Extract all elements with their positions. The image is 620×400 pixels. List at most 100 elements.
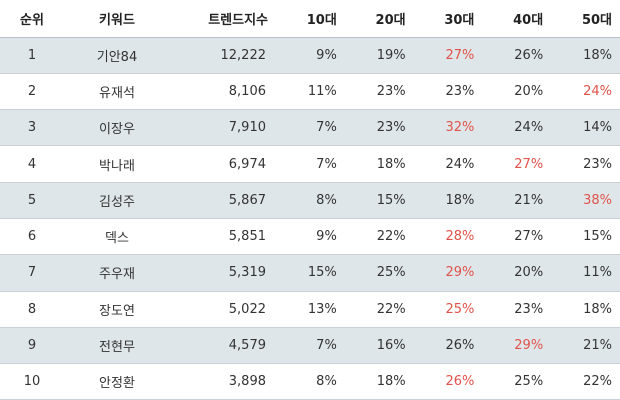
table-row: 7 주우재 5,319 15% 25% 29% 20% 11% xyxy=(0,254,620,292)
cell-trend-score: 7,910 xyxy=(170,109,276,147)
cell-keyword: 주우재 xyxy=(64,254,170,292)
cell-age-20s: 22% xyxy=(344,218,414,256)
cell-trend-score: 5,867 xyxy=(170,182,276,219)
table-header: 순위 키워드 트렌드지수 10대 20대 30대 40대 50대 xyxy=(0,0,620,38)
cell-age-20s: 19% xyxy=(344,37,414,74)
header-trend-score: 트렌드지수 xyxy=(170,0,276,38)
cell-age-20s: 23% xyxy=(344,73,414,111)
cell-age-10s: 13% xyxy=(276,291,345,328)
cell-rank: 2 xyxy=(0,73,64,111)
cell-age-50s: 23% xyxy=(551,145,620,183)
header-age-40s: 40대 xyxy=(482,0,552,38)
cell-trend-score: 5,851 xyxy=(170,218,276,256)
cell-age-30s: 18% xyxy=(413,182,483,219)
header-age-50s: 50대 xyxy=(551,0,620,38)
cell-age-50s: 38% xyxy=(551,182,620,219)
cell-age-40s: 26% xyxy=(482,37,552,74)
table-row: 5 김성주 5,867 8% 15% 18% 21% 38% xyxy=(0,182,620,219)
cell-keyword: 기안84 xyxy=(64,37,170,74)
cell-trend-score: 12,222 xyxy=(170,37,276,74)
cell-age-30s: 24% xyxy=(413,145,483,183)
cell-rank: 4 xyxy=(0,145,64,183)
cell-age-40s: 20% xyxy=(482,254,552,292)
cell-age-50s: 24% xyxy=(551,73,620,111)
header-age-30s: 30대 xyxy=(413,0,483,38)
cell-age-50s: 18% xyxy=(551,291,620,328)
cell-rank: 6 xyxy=(0,218,64,256)
cell-keyword: 박나래 xyxy=(64,145,170,183)
cell-keyword: 안정환 xyxy=(64,363,170,400)
cell-age-10s: 8% xyxy=(276,182,345,219)
cell-age-50s: 11% xyxy=(551,254,620,292)
cell-age-20s: 18% xyxy=(344,145,414,183)
cell-age-30s: 32% xyxy=(413,109,483,147)
cell-age-10s: 9% xyxy=(276,218,345,256)
cell-age-10s: 9% xyxy=(276,37,345,74)
cell-age-40s: 20% xyxy=(482,73,552,111)
cell-trend-score: 6,974 xyxy=(170,145,276,183)
cell-age-50s: 18% xyxy=(551,37,620,74)
cell-age-20s: 25% xyxy=(344,254,414,292)
table-row: 6 덱스 5,851 9% 22% 28% 27% 15% xyxy=(0,218,620,256)
cell-keyword: 전현무 xyxy=(64,327,170,365)
cell-age-50s: 22% xyxy=(551,363,620,400)
table-row: 4 박나래 6,974 7% 18% 24% 27% 23% xyxy=(0,145,620,183)
table-row: 3 이장우 7,910 7% 23% 32% 24% 14% xyxy=(0,109,620,147)
cell-age-20s: 16% xyxy=(344,327,414,365)
cell-keyword: 장도연 xyxy=(64,291,170,328)
table-row: 10 안정환 3,898 8% 18% 26% 25% 22% xyxy=(0,363,620,400)
cell-age-50s: 21% xyxy=(551,327,620,365)
cell-rank: 10 xyxy=(0,363,64,400)
table-row: 1 기안84 12,222 9% 19% 27% 26% 18% xyxy=(0,37,620,74)
header-age-20s: 20대 xyxy=(344,0,414,38)
cell-age-10s: 7% xyxy=(276,327,345,365)
table-row: 8 장도연 5,022 13% 22% 25% 23% 18% xyxy=(0,291,620,328)
cell-age-20s: 15% xyxy=(344,182,414,219)
cell-age-40s: 27% xyxy=(482,218,552,256)
cell-age-30s: 26% xyxy=(413,327,483,365)
cell-trend-score: 3,898 xyxy=(170,363,276,400)
cell-keyword: 덱스 xyxy=(64,218,170,256)
cell-trend-score: 8,106 xyxy=(170,73,276,111)
cell-age-40s: 23% xyxy=(482,291,552,328)
table-row: 2 유재석 8,106 11% 23% 23% 20% 24% xyxy=(0,73,620,111)
cell-age-10s: 15% xyxy=(276,254,345,292)
header-keyword: 키워드 xyxy=(64,0,170,38)
header-rank: 순위 xyxy=(0,0,64,38)
cell-age-50s: 15% xyxy=(551,218,620,256)
cell-age-40s: 24% xyxy=(482,109,552,147)
cell-age-40s: 27% xyxy=(482,145,552,183)
cell-age-40s: 25% xyxy=(482,363,552,400)
cell-age-30s: 25% xyxy=(413,291,483,328)
header-age-10s: 10대 xyxy=(276,0,345,38)
cell-rank: 7 xyxy=(0,254,64,292)
cell-rank: 9 xyxy=(0,327,64,365)
cell-age-30s: 26% xyxy=(413,363,483,400)
cell-age-10s: 8% xyxy=(276,363,345,400)
cell-age-40s: 29% xyxy=(482,327,552,365)
cell-rank: 5 xyxy=(0,182,64,219)
cell-age-40s: 21% xyxy=(482,182,552,219)
cell-age-30s: 28% xyxy=(413,218,483,256)
cell-keyword: 이장우 xyxy=(64,109,170,147)
cell-age-10s: 11% xyxy=(276,73,345,111)
table-body: 1 기안84 12,222 9% 19% 27% 26% 18% 2 유재석 8,106 11% 23%… xyxy=(0,37,620,400)
cell-age-30s: 23% xyxy=(413,73,483,111)
cell-trend-score: 5,022 xyxy=(170,291,276,328)
cell-age-10s: 7% xyxy=(276,145,345,183)
cell-rank: 8 xyxy=(0,291,64,328)
table-row: 9 전현무 4,579 7% 16% 26% 29% 21% xyxy=(0,327,620,365)
cell-age-30s: 29% xyxy=(413,254,483,292)
cell-age-10s: 7% xyxy=(276,109,345,147)
cell-age-50s: 14% xyxy=(551,109,620,147)
cell-trend-score: 4,579 xyxy=(170,327,276,365)
cell-age-20s: 18% xyxy=(344,363,414,400)
cell-trend-score: 5,319 xyxy=(170,254,276,292)
cell-rank: 1 xyxy=(0,37,64,74)
cell-age-20s: 22% xyxy=(344,291,414,328)
cell-keyword: 유재석 xyxy=(64,73,170,111)
header-row: 순위 키워드 트렌드지수 10대 20대 30대 40대 50대 xyxy=(0,0,620,38)
cell-age-20s: 23% xyxy=(344,109,414,147)
cell-keyword: 김성주 xyxy=(64,182,170,219)
cell-age-30s: 27% xyxy=(413,37,483,74)
